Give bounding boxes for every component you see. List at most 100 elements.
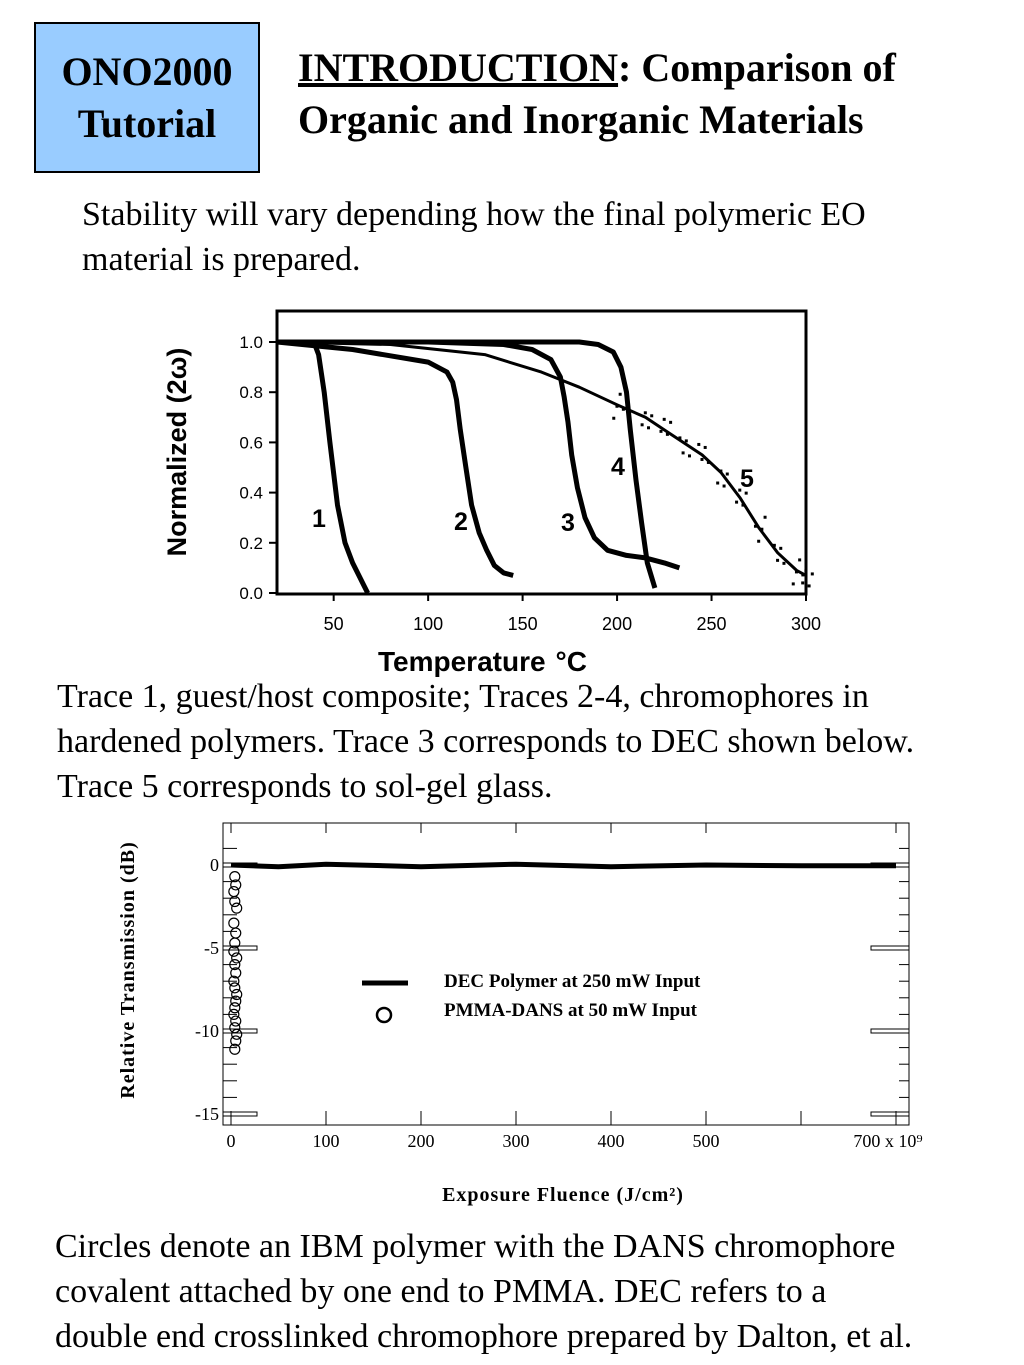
chart1-series-5-point	[662, 417, 666, 421]
chart1-series-5-point	[615, 404, 619, 408]
chart2-ytick-label: -5	[204, 938, 219, 958]
page-title: INTRODUCTION: Comparison of Organic and …	[298, 42, 1013, 146]
chart2-series-pmma-point	[229, 1043, 241, 1055]
chart2-series-pmma-point	[231, 902, 243, 914]
chart1-series-5-point	[719, 469, 723, 473]
chart1-series-5-point	[665, 432, 669, 436]
chart1-series-5-point	[791, 582, 795, 586]
chart1-series-5-point	[738, 488, 742, 492]
chart1-xtick-label: 250	[697, 614, 727, 634]
bottom-caption-line-1: Circles denote an IBM polymer with the D…	[55, 1228, 896, 1265]
chart2-series-pmma-point	[230, 927, 242, 939]
chart1-series-5-point	[678, 436, 682, 440]
chart2-xtick-label: 100	[313, 1131, 340, 1151]
chart2-ytick-right	[870, 945, 910, 951]
chart1-series-5-point	[753, 524, 757, 528]
badge-line-1: ONO2000	[61, 48, 233, 94]
chart1-ytick-label: 0.4	[239, 484, 263, 503]
chart2-series-pmma-point	[229, 958, 241, 971]
chart2-xtick-label: 500	[693, 1131, 720, 1151]
chart2-series-pmma-point	[228, 1008, 240, 1021]
title-underlined: INTRODUCTION	[298, 45, 619, 90]
chart1-series-5-point	[650, 414, 654, 418]
chart2-ytick-right	[870, 862, 910, 868]
chart1-series-5-point	[735, 500, 739, 504]
bottom-caption-line-2: covalent attached by one end to PMMA. DE…	[55, 1273, 827, 1310]
bottom-caption-line-3: double end crosslinked chromophore prepa…	[55, 1318, 913, 1355]
chart2-series-pmma-point	[230, 995, 242, 1007]
chart1-series-5-point	[659, 429, 663, 433]
chart1-xlabel: Temperature °C	[378, 646, 587, 677]
chart2-series-pmma-point	[231, 952, 243, 964]
chart2-series-pmma-point	[229, 982, 241, 994]
chart1-xtick-label: 150	[508, 614, 538, 634]
chart2-plot-frame	[222, 822, 910, 1126]
chart1-series-5-point	[684, 439, 688, 443]
chart2-ytick-right	[870, 1111, 910, 1117]
chart1-series-5-point	[798, 558, 802, 562]
chart2-series-pmma-point	[230, 879, 242, 891]
chart2-series-pmma-point	[231, 1028, 243, 1040]
chart1-series-5-point	[722, 484, 726, 488]
title-line-2: Organic and Inorganic Materials	[298, 97, 864, 142]
chart2-series-pmma-point	[229, 895, 241, 908]
chart1-series-4	[277, 339, 658, 589]
chart1-series-3	[277, 339, 681, 571]
chart1-series-5-point	[741, 503, 745, 507]
intro-paragraph: Stability will vary depending how the fi…	[82, 196, 866, 278]
chart2-ytick	[222, 862, 258, 868]
chart2-series-pmma-point	[228, 917, 240, 929]
chart1-series-5-point	[681, 451, 685, 455]
chart1-series-5-point	[725, 472, 729, 476]
chart1-xlabel-text: Temperature	[378, 646, 546, 677]
chart1-series-5-point	[807, 584, 811, 588]
chart2-xtick-label: 400	[598, 1131, 625, 1151]
chart1-xtick-label: 50	[324, 614, 344, 634]
chart1-xtick-label: 300	[791, 614, 821, 634]
chart1-series-label-5: 5	[740, 465, 754, 493]
chart1-series-5-point	[782, 561, 786, 565]
chart2-xtick-label: 0	[227, 1131, 236, 1151]
chart1-series-5-point	[618, 392, 622, 396]
chart1-series-5-point	[716, 481, 720, 485]
chart2-series-pmma-point	[230, 1015, 242, 1027]
chart1-series-5-point	[706, 460, 710, 464]
title-rest: : Comparison of	[618, 45, 896, 90]
chart1-series-label-2: 2	[454, 508, 468, 536]
chart1-series-5-point	[643, 411, 647, 415]
chart2-ytick-label: 0	[210, 855, 219, 875]
chart1-series-5-point	[776, 558, 780, 562]
chart1-xtick-label: 200	[602, 614, 632, 634]
chart1-series-1	[277, 339, 370, 595]
chart2-series-dec	[230, 861, 896, 870]
chart1-series-5-point	[794, 570, 798, 574]
badge-line-2: Tutorial	[77, 100, 217, 146]
chart1-series-label-3: 3	[561, 509, 575, 537]
chart1-series-2	[276, 339, 514, 578]
chart1-xlabel-unit: °C	[556, 646, 587, 677]
chart2-ytick-right	[870, 1028, 910, 1034]
chart2-series-pmma-point	[229, 1002, 241, 1014]
chart1-ytick-label: 1.0	[239, 333, 263, 352]
chart1-series-5-point	[640, 423, 644, 427]
chart1-ylabel: Normalized (2ω)	[162, 348, 192, 557]
chart2-series-pmma-point	[229, 871, 241, 883]
chart2-series-pmma-point	[229, 937, 241, 949]
chart2-xlabel: Exposure Fluence (J/cm²)	[442, 1184, 684, 1206]
chart1-series-5-point	[779, 546, 783, 550]
chart1-ytick-label: 0.8	[239, 383, 263, 402]
chart2-series-pmma-point	[228, 945, 240, 957]
chart2-ytick	[222, 1111, 258, 1117]
chart1-plot-frame	[275, 309, 808, 596]
chart1-ytick-label: 0.6	[239, 433, 263, 452]
chart1-series-5-point	[760, 527, 764, 531]
chart2-xtick-label: 300	[503, 1131, 530, 1151]
chart2-ytick	[222, 1028, 258, 1034]
chart1-series-5-point	[763, 515, 767, 519]
tutorial-badge: ONO2000 Tutorial	[34, 22, 260, 173]
chart1-series-5-point	[703, 445, 707, 449]
chart2-legend-label-2: PMMA-DANS at 50 mW Input	[444, 1000, 698, 1021]
chart1-series-5-point	[801, 581, 805, 585]
chart2-series-pmma-point	[229, 1022, 241, 1034]
chart1-series-5-point	[697, 442, 701, 446]
